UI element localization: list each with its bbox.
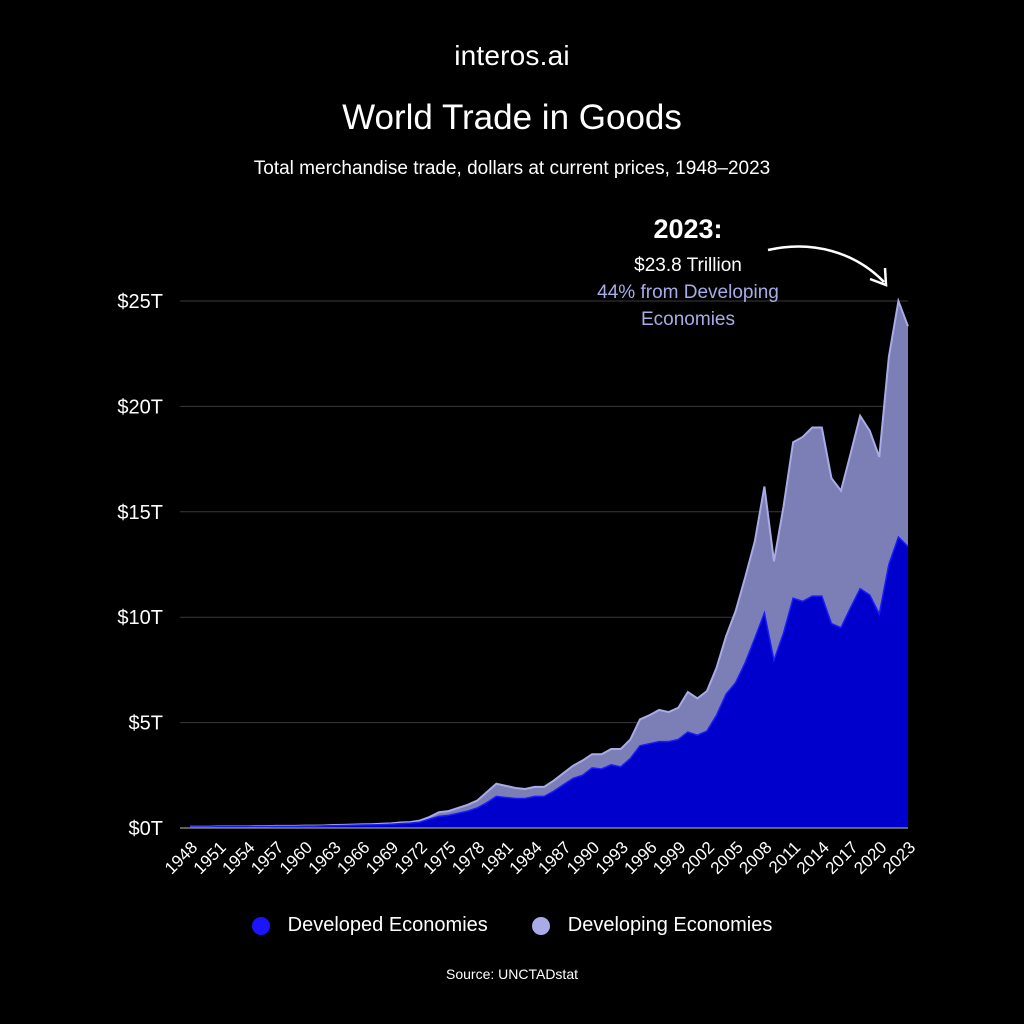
annotation: 2023: $23.8 Trillion 44% from Developing… — [597, 214, 888, 330]
y-tick-label: $25T — [117, 291, 163, 313]
legend-swatch-developing — [531, 916, 550, 935]
annotation-share-line1: 44% from Developing — [597, 282, 779, 303]
y-tick-label: $5T — [129, 713, 163, 735]
chart-subtitle: Total merchandise trade, dollars at curr… — [253, 158, 771, 179]
legend-swatch-developed — [251, 916, 270, 935]
legend-item-developed: Developed Economies — [251, 914, 488, 937]
annotation-value: $23.8 Trillion — [634, 255, 742, 276]
legend-item-developing: Developing Economies — [531, 914, 773, 937]
annotation-year: 2023: — [653, 214, 722, 244]
legend-label-developing: Developing Economies — [567, 914, 773, 936]
annotation-share-line2: Economies — [641, 309, 735, 330]
y-tick-label: $20T — [117, 396, 163, 418]
y-tick-label: $15T — [117, 502, 163, 524]
annotation-arrow — [767, 245, 885, 283]
y-tick-label: $10T — [117, 607, 163, 629]
legend: Developed Economies Developing Economies — [0, 914, 1024, 937]
legend-label-developed: Developed Economies — [287, 914, 488, 936]
y-tick-label: $0T — [129, 818, 163, 840]
brand-logo: interos.ai — [454, 40, 570, 71]
chart-title: World Trade in Goods — [342, 98, 682, 137]
annotation-arrowhead — [869, 267, 888, 287]
x-axis: 1948195119541957196019631966196919721975… — [161, 838, 919, 878]
source-note: Source: UNCTADstat — [446, 966, 578, 982]
area-series — [180, 297, 909, 829]
y-axis: $0T $5T $10T $15T $20T $25T — [117, 291, 163, 840]
x-tick-label: 2023 — [879, 838, 919, 878]
line-developed — [190, 535, 909, 828]
area-developed-economies — [190, 537, 908, 828]
area-developing-economies — [190, 301, 908, 827]
